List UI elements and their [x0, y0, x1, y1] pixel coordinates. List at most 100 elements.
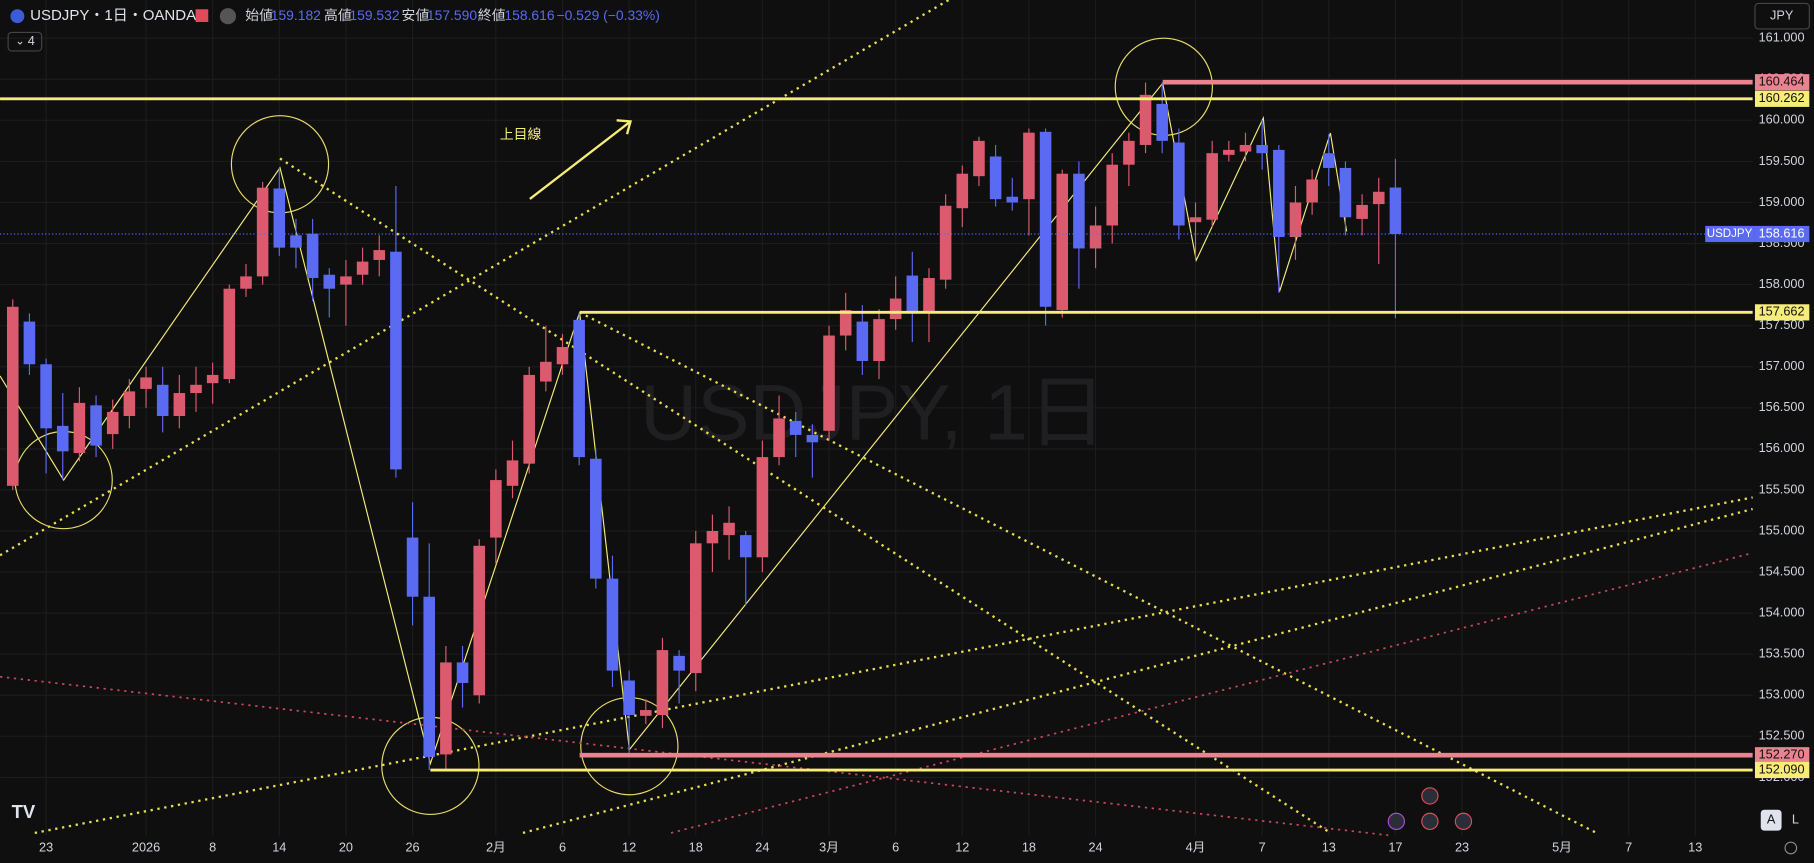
level-label-box: [1754, 761, 1810, 779]
candle-body: [23, 321, 36, 365]
y-tick-label: 159.500: [1759, 153, 1805, 168]
y-tick-label: 155.500: [1759, 481, 1805, 496]
arrow-head: [616, 119, 632, 135]
candle-body: [123, 391, 136, 417]
x-tick-label: 23: [39, 839, 53, 854]
y-tick-label: 153.500: [1759, 646, 1805, 661]
event-icon[interactable]: [1387, 812, 1406, 831]
currency: JPY: [1770, 8, 1794, 23]
candle-body: [423, 596, 436, 757]
candle-body: [173, 393, 186, 417]
open-value: 159.182: [271, 7, 321, 23]
candle-body: [689, 543, 702, 674]
currency-button[interactable]: [1754, 2, 1810, 30]
low-value: 157.590: [427, 7, 477, 23]
price-label-box: [1754, 225, 1810, 243]
price-tag: USDJPY: [1707, 228, 1753, 240]
flag[interactable]: [195, 9, 209, 22]
candle-body: [206, 374, 219, 384]
x-tick-label: 3月: [819, 839, 839, 854]
event-icon[interactable]: [1421, 787, 1439, 805]
candle-body: [340, 276, 352, 285]
x-tick-label: 20: [339, 839, 353, 854]
candle-body: [506, 460, 519, 486]
candle-body: [1023, 132, 1035, 200]
x-tick-label: 13: [1688, 839, 1702, 854]
x-tick-label: 2月: [486, 839, 506, 854]
candle-body: [540, 361, 552, 382]
candle-body: [939, 205, 952, 280]
candle-body: [1322, 153, 1335, 168]
candle-body: [456, 662, 469, 683]
candle-body: [1156, 103, 1168, 141]
x-tick-label: 5月: [1552, 839, 1572, 854]
settings-icon[interactable]: [1784, 841, 1798, 855]
arrow: [529, 120, 632, 200]
candle-body: [1356, 204, 1368, 219]
candle-body: [40, 364, 52, 429]
candle-body: [706, 531, 719, 544]
candle-body: [889, 298, 902, 320]
candle-body: [656, 650, 669, 715]
candle-body: [1106, 164, 1119, 226]
y-tick-label: 154.000: [1759, 605, 1805, 620]
candle-body: [373, 250, 386, 260]
auto-scale-button[interactable]: [1760, 809, 1782, 831]
candle-body: [56, 425, 69, 452]
log-scale[interactable]: L: [1792, 812, 1799, 827]
candle-body: [1073, 173, 1085, 249]
x-tick-label: 6: [892, 839, 899, 854]
x-tick-label: 23: [1455, 839, 1469, 854]
change: −0.529 (−0.33%): [556, 7, 659, 23]
candle-body: [156, 384, 169, 417]
x-tick-label: 8: [209, 839, 216, 854]
close-value: 158.616: [504, 7, 554, 23]
candle-body: [973, 140, 985, 177]
event-icon[interactable]: [1454, 812, 1473, 831]
candle-body: [223, 288, 236, 380]
x-tick-label: 6: [559, 839, 566, 854]
candle-body: [723, 522, 735, 536]
x-tick-label: 17: [1388, 839, 1402, 854]
candle-body: [1173, 142, 1185, 226]
y-tick-label: 161.000: [1759, 30, 1805, 45]
candle-body: [789, 420, 802, 435]
candle-body: [490, 480, 502, 538]
x-tick-label: 24: [1088, 839, 1102, 854]
candle-body: [1289, 202, 1302, 237]
candle-body: [590, 458, 602, 579]
indicator-toggle[interactable]: [7, 31, 43, 52]
x-tick-label: 4月: [1186, 839, 1206, 854]
candle-body: [989, 156, 1002, 200]
candle-body: [856, 321, 869, 361]
candle-body: [290, 235, 302, 248]
candle-body: [739, 535, 752, 558]
x-tick-label: 7: [1625, 839, 1632, 854]
candle-body: [573, 319, 585, 458]
candle-body: [440, 662, 452, 755]
y-tick-label: 155.000: [1759, 522, 1805, 537]
candle-body: [823, 335, 835, 431]
candle-body: [406, 537, 419, 597]
event-icon[interactable]: [1421, 812, 1439, 831]
high-label: 高値: [324, 7, 352, 23]
x-tick-label: 18: [1022, 839, 1036, 854]
candle-body: [1273, 149, 1285, 237]
candle-body: [673, 655, 685, 671]
y-tick-label: 154.500: [1759, 563, 1805, 578]
symbol[interactable]: USDJPY・1日・OANDA: [30, 7, 196, 24]
y-tick-label: 157.500: [1759, 317, 1805, 332]
candle-body: [1039, 131, 1052, 307]
candle-body: [73, 402, 86, 453]
candle-body: [956, 173, 969, 209]
candle-body: [906, 275, 919, 313]
candle-body: [273, 188, 286, 248]
candle-body: [256, 187, 269, 277]
trend-line: [579, 311, 1598, 834]
y-tick-label: 159.000: [1759, 194, 1805, 209]
flag-icon: [10, 9, 25, 24]
level-label-box: [1754, 90, 1810, 107]
x-tick-label: 12: [955, 839, 969, 854]
level-label: 160.464: [1759, 74, 1805, 89]
